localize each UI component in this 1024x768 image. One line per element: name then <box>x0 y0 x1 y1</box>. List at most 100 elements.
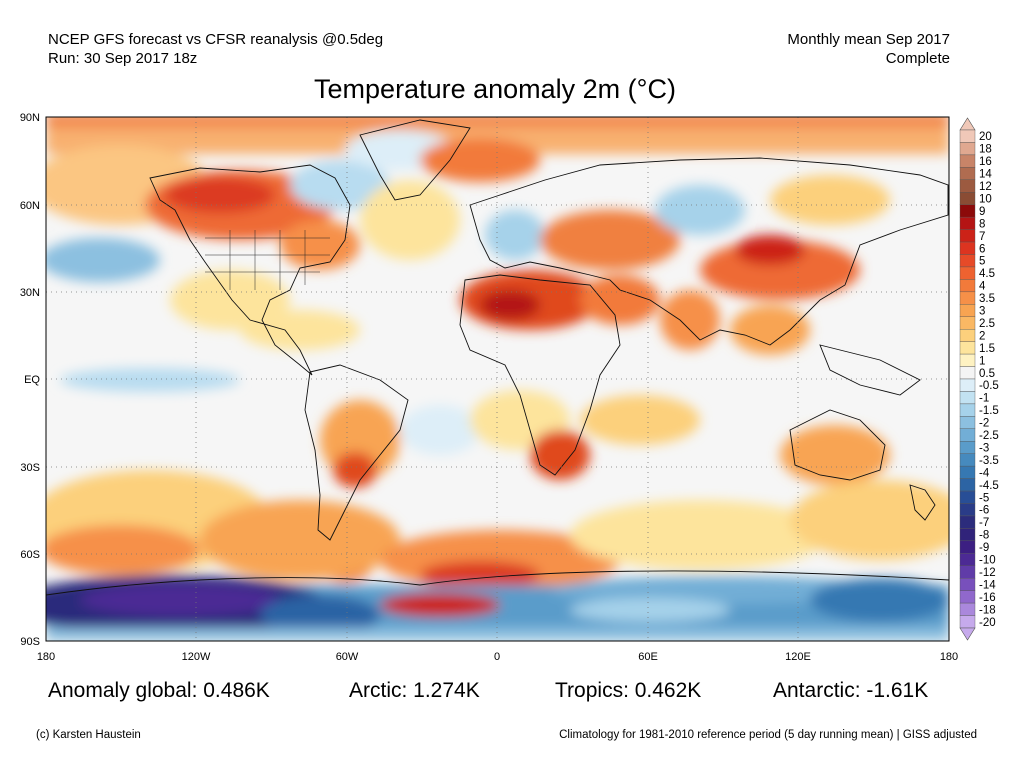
colorbar-swatch <box>959 515 976 529</box>
colorbar-label: -9 <box>979 542 989 554</box>
colorbar-label: 2.5 <box>979 318 995 330</box>
colorbar-label: -3 <box>979 442 989 454</box>
coastlines <box>46 119 949 596</box>
colorbar-swatch <box>959 316 976 330</box>
climatology-note: Climatology for 1981-2010 reference peri… <box>559 729 977 741</box>
lat-label: 90N <box>20 112 40 124</box>
lon-label: 180 <box>37 651 55 663</box>
colorbar-label: -2 <box>979 418 989 430</box>
colorbar-label: -6 <box>979 505 989 517</box>
colorbar-swatch <box>959 241 976 255</box>
colorbar-swatch <box>959 465 976 479</box>
colorbar-label: -8 <box>979 530 989 542</box>
colorbar-swatch <box>959 304 976 317</box>
colorbar-label: 5 <box>979 256 985 268</box>
colorbar-label: 20 <box>979 131 992 143</box>
colorbar-swatch <box>959 154 976 168</box>
colorbar-label: 6 <box>979 243 985 255</box>
colorbar-label: -1.5 <box>979 405 999 417</box>
colorbar-swatch <box>959 490 976 504</box>
colorbar-swatch <box>959 478 976 492</box>
colorbar-label: 16 <box>979 156 992 168</box>
colorbar-label: -2.5 <box>979 430 999 442</box>
colorbar-swatch <box>959 341 976 355</box>
header-right: Monthly mean Sep 2017 Complete <box>787 30 950 68</box>
colorbar-label: 3.5 <box>979 293 995 305</box>
colorbar-swatch <box>959 329 976 342</box>
colorbar-min-arrow <box>959 627 976 641</box>
colorbar-swatch <box>959 441 976 454</box>
colorbar-label: 8 <box>979 218 985 230</box>
colorbar-swatch <box>959 129 976 143</box>
colorbar-swatch <box>959 503 976 517</box>
colorbar-swatch <box>959 254 976 268</box>
colorbar-swatch <box>959 229 976 243</box>
colorbar-label: 7 <box>979 231 985 243</box>
header-left: NCEP GFS forecast vs CFSR reanalysis @0.… <box>48 30 383 68</box>
colorbar-swatch <box>959 453 976 467</box>
us-state-grid <box>205 230 330 290</box>
colorbar-label: -20 <box>979 617 996 629</box>
colorbar-swatch <box>959 353 976 367</box>
colorbar-swatch <box>959 366 976 380</box>
colorbar-label: 4 <box>979 281 986 293</box>
colorbar-swatch <box>959 528 976 542</box>
colorbar-label: -4 <box>979 467 990 479</box>
lon-label: 60E <box>638 651 658 663</box>
colorbar-swatch <box>959 553 976 566</box>
colorbar-swatch <box>959 590 976 604</box>
colorbar-swatch <box>959 565 976 579</box>
tropics-anomaly-stat: Tropics: 0.462K <box>555 679 702 702</box>
colorbar-swatch <box>959 391 976 405</box>
period-label: Monthly mean Sep 2017 <box>787 31 950 48</box>
colorbar-label: -0.5 <box>979 380 999 392</box>
colorbar-swatch <box>959 179 976 193</box>
lon-label: 60W <box>336 651 359 663</box>
lon-label: 120E <box>785 651 811 663</box>
map-title: Temperature anomaly 2m (°C) <box>314 74 676 104</box>
lat-label: 60N <box>20 200 40 212</box>
anomaly-field <box>46 117 949 641</box>
colorbar-swatch <box>959 378 976 392</box>
colorbar-swatch <box>959 602 976 616</box>
lat-label: 30S <box>20 462 40 474</box>
colorbar-label: -18 <box>979 604 996 616</box>
colorbar-label: 0.5 <box>979 368 995 380</box>
colorbar-swatch <box>959 192 976 205</box>
lon-label: 120W <box>182 651 211 663</box>
colorbar-label: -4.5 <box>979 480 999 492</box>
lon-label: 0 <box>494 651 500 663</box>
colorbar-swatch <box>959 279 976 293</box>
colorbar-swatch <box>959 428 976 442</box>
colorbar-swatch <box>959 167 976 181</box>
colorbar-label: -14 <box>979 579 996 591</box>
colorbar-label: 9 <box>979 206 985 218</box>
lat-label: 90S <box>20 636 40 648</box>
map-frame <box>45 116 950 642</box>
colorbar-label: -10 <box>979 555 996 567</box>
colorbar-label: -12 <box>979 567 996 579</box>
colorbar-swatch <box>959 403 976 417</box>
colorbar-label: 2 <box>979 330 985 342</box>
colorbar-swatch <box>959 578 976 591</box>
colorbar-max-arrow <box>959 117 976 131</box>
arctic-anomaly-stat: Arctic: 1.274K <box>349 679 480 702</box>
copyright-note: (c) Karsten Haustein <box>36 729 141 741</box>
antarctic-anomaly-stat: Antarctic: -1.61K <box>773 679 929 702</box>
colorbar-label: -1 <box>979 393 989 405</box>
lat-label: 30N <box>20 287 40 299</box>
colorbar-label: 12 <box>979 181 992 193</box>
colorbar-label: 1 <box>979 355 985 367</box>
colorbar: 201816141210987654.543.532.521.510.5-0.5… <box>959 117 999 641</box>
lon-label: 180 <box>940 651 958 663</box>
colorbar-label: 18 <box>979 144 992 156</box>
colorbar-label: 4.5 <box>979 268 995 280</box>
colorbar-label: -3.5 <box>979 455 999 467</box>
colorbar-label: -5 <box>979 492 989 504</box>
lat-label: EQ <box>24 374 40 386</box>
colorbar-swatch <box>959 142 976 156</box>
colorbar-swatch <box>959 266 976 280</box>
colorbar-swatch <box>959 416 976 430</box>
colorbar-swatch <box>959 291 976 305</box>
